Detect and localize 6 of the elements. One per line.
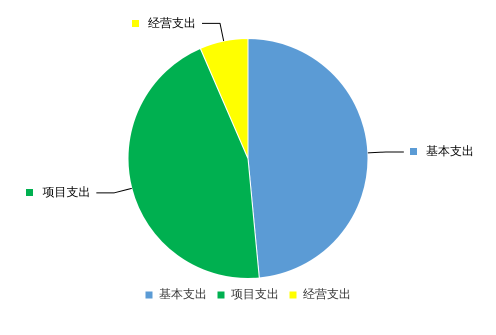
category-label: 项目支出: [42, 185, 90, 200]
category-label: 基本支出: [426, 144, 474, 158]
legend-label: 项目支出: [231, 287, 279, 302]
legend-label: 基本支出: [159, 287, 207, 302]
legend-label: 经营支出: [148, 14, 196, 32]
category-label: 经营支出: [303, 287, 351, 302]
